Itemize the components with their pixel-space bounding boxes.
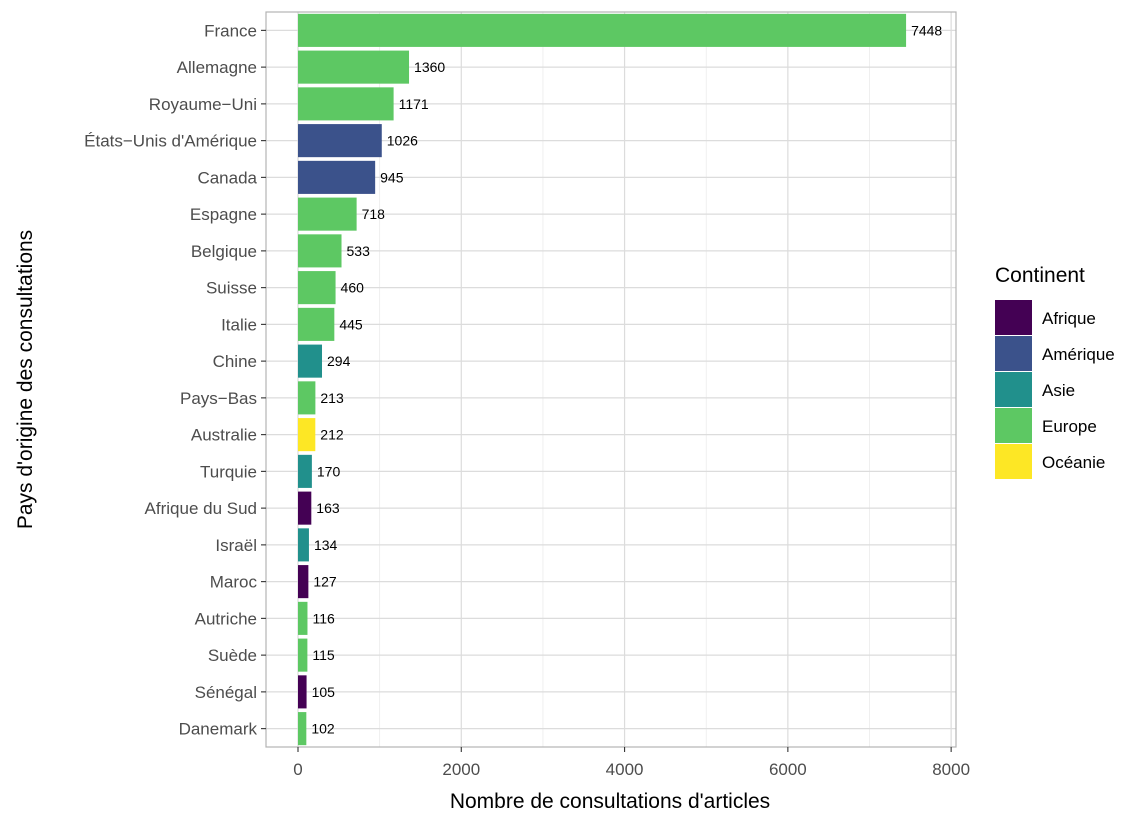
data-label: 1026 [387, 133, 418, 149]
y-tick-label: Royaume−Uni [149, 95, 257, 114]
panel-border [265, 11, 957, 748]
bar [298, 418, 316, 452]
legend-label: Europe [1042, 417, 1097, 436]
y-tick-label: Espagne [190, 205, 257, 224]
data-label: 213 [320, 390, 344, 406]
data-label: 460 [341, 280, 365, 296]
data-label: 116 [312, 610, 335, 626]
y-tick-label: Australie [191, 426, 257, 445]
bar [298, 638, 308, 672]
bar [298, 50, 410, 84]
y-tick-label: Pays−Bas [180, 389, 257, 408]
bar [298, 712, 307, 746]
x-tick-label: 6000 [769, 760, 807, 779]
y-tick-label: Suisse [206, 279, 257, 298]
y-tick-label: Allemagne [177, 58, 257, 77]
data-label: 134 [314, 537, 338, 553]
bar [298, 344, 323, 378]
data-label: 163 [316, 500, 340, 516]
data-label: 7448 [911, 22, 942, 38]
bar [298, 565, 309, 599]
data-label: 294 [327, 353, 351, 369]
y-tick-label: Canada [197, 168, 257, 187]
bar [298, 491, 312, 525]
bar [298, 13, 907, 47]
y-tick-label: Autriche [195, 609, 257, 628]
legend-key [995, 408, 1032, 443]
y-tick-label: France [204, 21, 257, 40]
data-label: 115 [312, 647, 335, 663]
data-label: 718 [362, 206, 386, 222]
data-label: 105 [312, 684, 336, 700]
y-axis-title: Pays d'origine des consultations [14, 230, 37, 529]
bar [298, 197, 357, 231]
data-label: 170 [317, 463, 341, 479]
y-tick-label: Suède [208, 646, 257, 665]
bar [298, 381, 316, 415]
data-label: 1171 [399, 96, 429, 112]
y-tick-label: Israël [215, 536, 257, 555]
y-axis: France Allemagne Royaume−Uni États−Unis d'A… [84, 21, 266, 739]
y-tick-label: Maroc [210, 573, 258, 592]
bar [298, 675, 307, 709]
bar [298, 160, 376, 194]
data-label: 102 [311, 721, 335, 737]
bar [298, 234, 342, 268]
legend-key [995, 444, 1032, 479]
data-labels: 7448 1360 1171 1026 945 718 533 460 445 294 213 212… [311, 22, 942, 736]
y-tick-label: États−Unis d'Amérique [84, 132, 257, 151]
y-tick-label: Afrique du Sud [145, 499, 257, 518]
legend-key [995, 336, 1032, 371]
y-tick-label: Chine [213, 352, 257, 371]
data-label: 945 [380, 169, 404, 185]
y-tick-label: Turquie [200, 462, 257, 481]
y-tick-label: Belgique [191, 242, 257, 261]
legend-label: Asie [1042, 381, 1075, 400]
x-axis-title: Nombre de consultations d'articles [450, 790, 770, 813]
bar [298, 271, 336, 305]
bar [298, 528, 309, 562]
x-tick-label: 4000 [606, 760, 644, 779]
data-label: 1360 [414, 59, 445, 75]
bars [298, 13, 907, 746]
legend-label: Océanie [1042, 453, 1105, 472]
y-tick-label: Sénégal [195, 683, 257, 702]
bar [298, 454, 312, 488]
y-tick-label: Italie [221, 315, 257, 334]
x-tick-label: 0 [293, 760, 302, 779]
x-axis: 0 2000 4000 6000 8000 [293, 747, 970, 779]
y-tick-label: Danemark [179, 720, 258, 739]
data-label: 127 [313, 574, 337, 590]
legend-label: Amérique [1042, 345, 1115, 364]
bar [298, 124, 382, 158]
bar [298, 601, 308, 635]
data-label: 533 [347, 243, 371, 259]
legend: Continent Afrique Amérique Asie Europe Océan… [995, 264, 1115, 479]
data-label: 445 [339, 316, 363, 332]
legend-title: Continent [995, 264, 1085, 287]
x-tick-label: 2000 [442, 760, 480, 779]
data-label: 212 [320, 427, 344, 443]
x-tick-label: 8000 [932, 760, 970, 779]
legend-key [995, 372, 1032, 407]
legend-label: Afrique [1042, 309, 1096, 328]
bar [298, 307, 335, 341]
legend-key [995, 300, 1032, 335]
bar [298, 87, 394, 121]
